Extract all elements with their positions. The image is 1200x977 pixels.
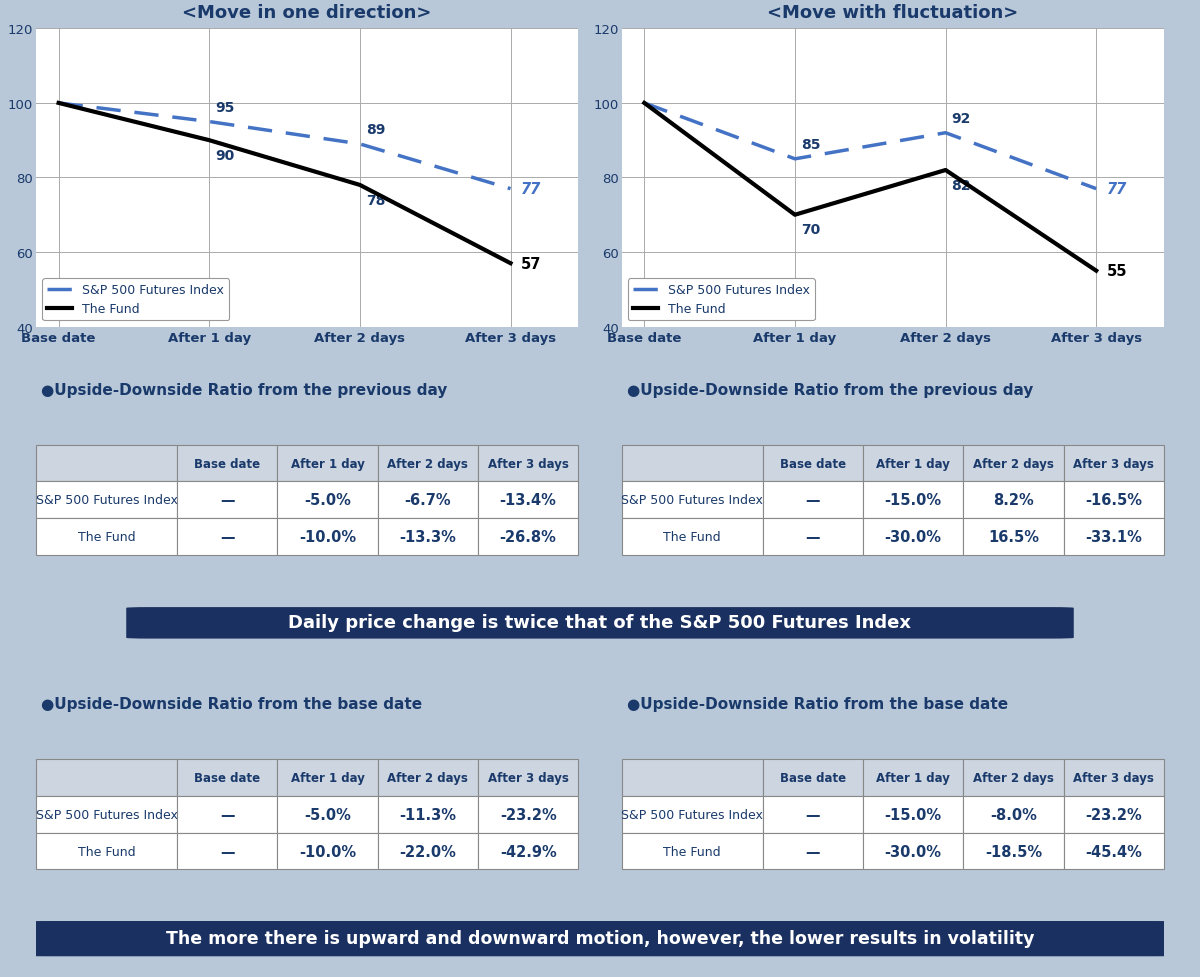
Text: ●Upside-Downside Ratio from the base date: ●Upside-Downside Ratio from the base dat… bbox=[628, 697, 1008, 711]
Text: 92: 92 bbox=[952, 112, 971, 126]
Title: <Move with fluctuation>: <Move with fluctuation> bbox=[767, 4, 1019, 22]
Legend: S&P 500 Futures Index, The Fund: S&P 500 Futures Index, The Fund bbox=[42, 278, 229, 321]
Text: 82: 82 bbox=[952, 179, 971, 192]
Text: 78: 78 bbox=[366, 193, 385, 207]
Text: 77: 77 bbox=[521, 182, 541, 197]
Text: 90: 90 bbox=[215, 149, 234, 162]
Text: 77: 77 bbox=[1106, 182, 1127, 197]
Text: ●Upside-Downside Ratio from the previous day: ●Upside-Downside Ratio from the previous… bbox=[628, 382, 1033, 398]
Text: The more there is upward and downward motion, however, the lower results in vola: The more there is upward and downward mo… bbox=[166, 928, 1034, 947]
Text: 70: 70 bbox=[800, 223, 821, 237]
Text: ●Upside-Downside Ratio from the previous day: ●Upside-Downside Ratio from the previous… bbox=[42, 382, 448, 398]
Text: Daily price change is twice that of the S&P 500 Futures Index: Daily price change is twice that of the … bbox=[288, 614, 912, 631]
FancyBboxPatch shape bbox=[126, 608, 1074, 639]
Text: 89: 89 bbox=[366, 123, 385, 138]
Text: 95: 95 bbox=[215, 101, 235, 115]
Text: ●Upside-Downside Ratio from the base date: ●Upside-Downside Ratio from the base dat… bbox=[42, 697, 422, 711]
FancyBboxPatch shape bbox=[25, 921, 1175, 956]
Legend: S&P 500 Futures Index, The Fund: S&P 500 Futures Index, The Fund bbox=[628, 278, 815, 321]
Title: <Move in one direction>: <Move in one direction> bbox=[182, 4, 432, 22]
Text: 85: 85 bbox=[800, 138, 821, 152]
Text: 55: 55 bbox=[1106, 264, 1127, 278]
Text: 57: 57 bbox=[521, 256, 541, 272]
